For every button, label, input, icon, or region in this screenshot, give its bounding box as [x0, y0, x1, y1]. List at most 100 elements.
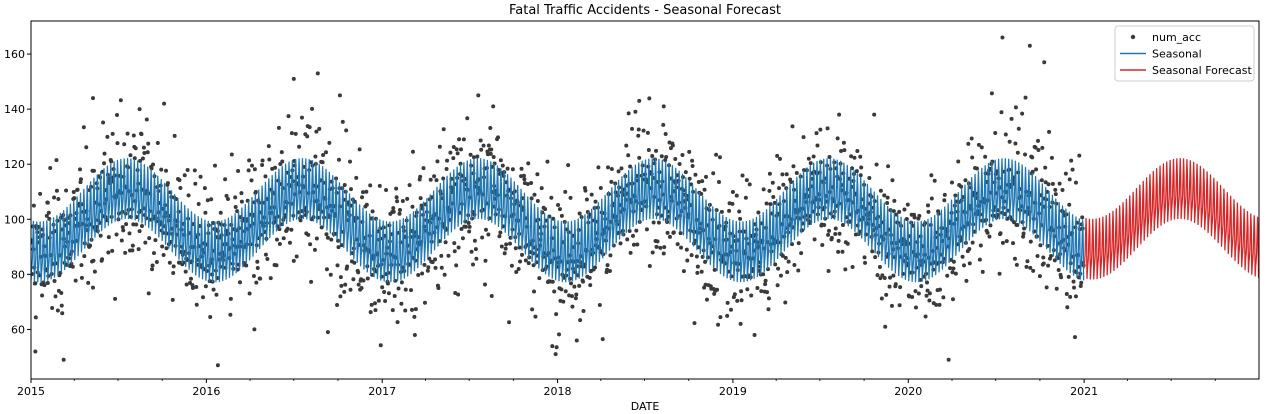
num-acc-point [1000, 35, 1005, 40]
num-acc-point [378, 343, 383, 348]
num-acc-point [715, 287, 720, 292]
num-acc-point [383, 299, 388, 304]
num-acc-point [1067, 202, 1072, 207]
num-acc-point [91, 258, 96, 263]
num-acc-point [338, 294, 343, 299]
num-acc-point [711, 171, 716, 176]
num-acc-point [321, 153, 326, 158]
num-acc-point [351, 277, 356, 282]
num-acc-point [870, 249, 875, 254]
num-acc-point [336, 245, 341, 250]
num-acc-point [1065, 305, 1070, 310]
num-acc-point [624, 143, 629, 148]
num-acc-point [743, 195, 748, 200]
num-acc-point [131, 133, 136, 138]
num-acc-point [671, 230, 676, 235]
num-acc-point [826, 269, 831, 274]
num-acc-point [421, 166, 426, 171]
num-acc-point [739, 289, 744, 294]
num-acc-point [874, 162, 879, 167]
num-acc-point [211, 287, 216, 292]
num-acc-point [893, 282, 898, 287]
num-acc-point [79, 275, 84, 280]
num-acc-point [917, 213, 922, 218]
num-acc-point [892, 198, 897, 203]
num-acc-point [783, 255, 788, 260]
num-acc-point [44, 213, 49, 218]
num-acc-point [120, 225, 125, 230]
num-acc-point [826, 232, 831, 237]
num-acc-point [465, 116, 470, 121]
num-acc-point [647, 264, 652, 268]
num-acc-point [690, 163, 695, 168]
num-acc-point [967, 261, 972, 266]
num-acc-point [172, 133, 177, 138]
num-acc-point [344, 128, 349, 133]
num-acc-point [1049, 155, 1054, 160]
num-acc-point [630, 126, 635, 131]
num-acc-point [54, 158, 59, 163]
num-acc-point [478, 138, 483, 143]
num-acc-point [714, 152, 719, 157]
num-acc-point [88, 243, 93, 248]
num-acc-point [82, 254, 87, 259]
num-acc-point [364, 189, 369, 194]
num-acc-point [526, 161, 531, 166]
y-tick-label: 80 [11, 268, 25, 281]
num-acc-point [744, 178, 749, 183]
num-acc-point [90, 285, 95, 290]
num-acc-point [738, 321, 743, 326]
num-acc-point [377, 183, 382, 188]
num-acc-point [873, 255, 878, 260]
num-acc-point [1054, 286, 1059, 291]
num-acc-point [38, 191, 43, 196]
num-acc-point [458, 147, 463, 152]
x-axis-label: DATE [631, 400, 660, 413]
num-acc-point [192, 168, 197, 173]
num-acc-point [897, 209, 902, 214]
num-acc-point [593, 265, 598, 270]
num-acc-point [650, 154, 655, 159]
num-acc-point [334, 176, 339, 181]
num-acc-point [605, 263, 610, 268]
num-acc-point [988, 223, 993, 228]
num-acc-point [550, 279, 555, 284]
num-acc-point [1057, 181, 1062, 186]
num-acc-point [410, 149, 415, 154]
num-acc-point [514, 269, 519, 274]
num-acc-point [196, 202, 201, 207]
num-acc-point [925, 280, 930, 285]
num-acc-point [725, 300, 730, 305]
num-acc-point [784, 172, 789, 177]
num-acc-point [687, 149, 692, 154]
num-acc-point [455, 151, 460, 156]
x-tick-label: 2015 [17, 385, 45, 398]
num-acc-point [149, 166, 154, 171]
num-acc-point [843, 267, 848, 272]
num-acc-point [636, 127, 641, 132]
num-acc-point [852, 155, 857, 160]
num-acc-point [190, 286, 195, 291]
num-acc-point [1028, 265, 1033, 270]
num-acc-point [1036, 148, 1041, 153]
num-acc-point [626, 153, 631, 158]
num-acc-point [559, 213, 564, 218]
num-acc-point [563, 289, 568, 294]
num-acc-point [989, 91, 994, 96]
num-acc-point [507, 320, 512, 325]
num-acc-point [98, 233, 103, 238]
num-acc-point [124, 222, 129, 227]
num-acc-point [663, 158, 668, 163]
num-acc-point [121, 228, 126, 233]
num-acc-point [683, 170, 688, 175]
num-acc-point [842, 148, 847, 153]
num-acc-point [1077, 153, 1082, 158]
num-acc-point [308, 242, 313, 247]
num-acc-point [483, 227, 488, 232]
num-acc-point [486, 143, 491, 148]
num-acc-point [584, 197, 589, 202]
num-acc-point [151, 162, 156, 167]
num-acc-point [71, 190, 76, 195]
num-acc-point [752, 332, 757, 337]
num-acc-point [767, 171, 772, 176]
